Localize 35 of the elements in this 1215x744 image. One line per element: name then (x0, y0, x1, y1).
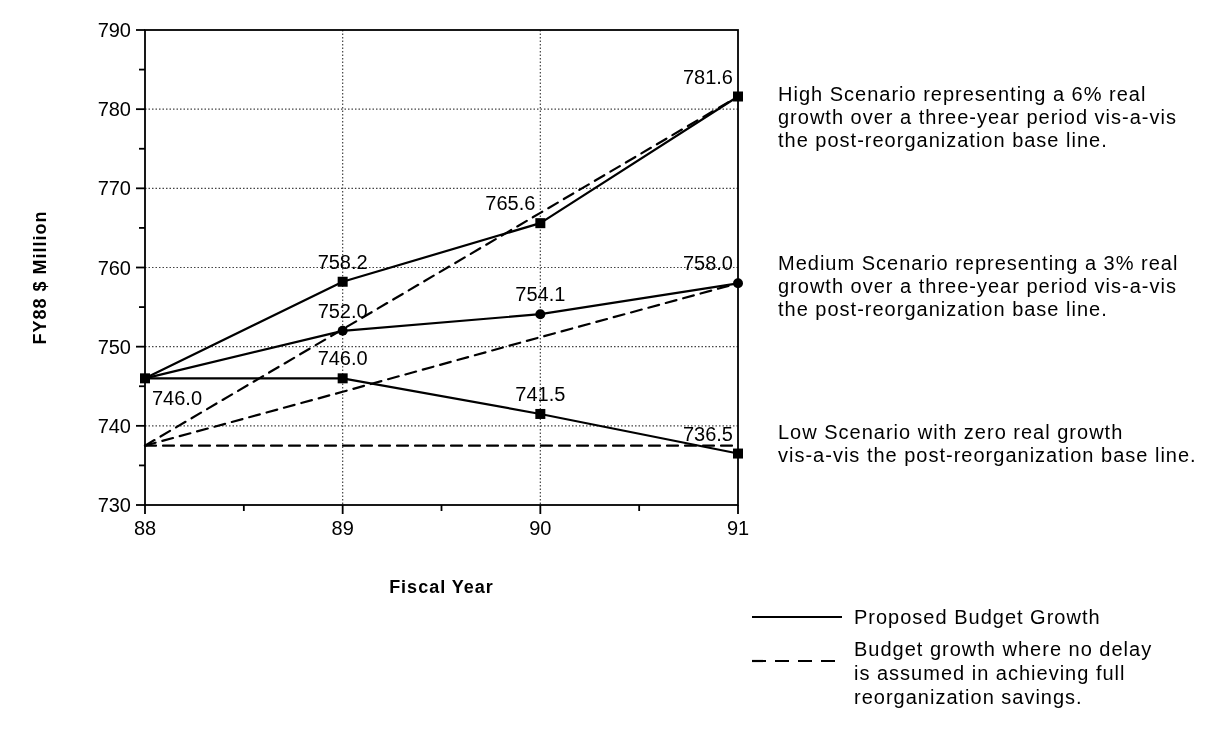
data-label: 752.0 (317, 299, 368, 322)
x-tick-label: 89 (331, 517, 354, 539)
point (337, 373, 348, 384)
x-tick-label: 90 (529, 517, 552, 539)
legend-label: Proposed Budget Growth (854, 606, 1101, 628)
y-tick-label: 790 (97, 19, 131, 41)
data-label: 741.5 (515, 382, 566, 405)
data-label: 754.1 (515, 283, 566, 306)
text: Low Scenario with zero real growth vis-a-vis the post-reorganization base line. (778, 421, 1197, 466)
x-tick-label: 91 (726, 517, 750, 539)
x-tick-label: 88 (133, 517, 157, 539)
point (140, 373, 150, 384)
y-tick-label: 730 (97, 494, 131, 516)
point (733, 448, 743, 459)
point (535, 309, 546, 320)
x-axis-title: Fiscal Year (389, 577, 494, 597)
y-axis-title: FY88 $ Million (30, 210, 50, 345)
data-label: 746.0 (152, 387, 203, 410)
y-tick-label: 760 (97, 256, 131, 279)
y-tick-label: 750 (97, 335, 131, 358)
y-tick-label: 740 (97, 414, 131, 437)
data-label: 758.0 (682, 252, 733, 275)
data-label: 781.6 (682, 65, 733, 88)
data-label: 758.2 (317, 250, 368, 273)
point (337, 276, 348, 287)
point (535, 408, 546, 419)
data-label: 765.6 (485, 192, 536, 215)
point (535, 218, 546, 229)
data-label: 736.5 (682, 422, 733, 445)
y-tick-label: 780 (97, 98, 131, 121)
data-label: 746.0 (317, 347, 368, 370)
text: Medium Scenario representing a 3% real growth over a three-year period vis-a-vis the post-reorganization base line. (778, 252, 1179, 320)
text: High Scenario representing a 6% real growth over a three-year period vis-a-vis the post-reorganization base line. (778, 83, 1177, 151)
legend-label: Budget growth where no delay is assumed in achieving full reorganization savings. (854, 638, 1153, 708)
y-tick-label: 770 (97, 177, 131, 200)
